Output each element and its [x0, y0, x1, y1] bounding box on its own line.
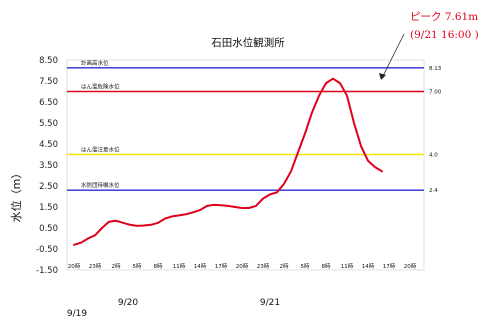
x-tick-0: 20時	[68, 262, 81, 270]
peak-annotation-line1: ピーク 7.61m	[410, 11, 478, 23]
y-tick-5: 3.50	[39, 161, 58, 171]
y-tick-2: 6.50	[39, 98, 58, 108]
x-tick-12: 8時	[322, 262, 331, 270]
x-tick-8: 20時	[236, 262, 249, 270]
x-tick-5: 11時	[173, 262, 186, 270]
x-tick-14: 14時	[362, 262, 375, 270]
peak-annotation-arrowhead	[379, 73, 386, 80]
y-tick-9: -0.50	[36, 245, 58, 255]
x-tick-13: 11時	[341, 262, 354, 270]
x-tick-9: 23時	[257, 262, 270, 270]
y-tick-10: -1.50	[36, 266, 58, 276]
x-tick-7: 17時	[215, 262, 228, 270]
y-axis-label: 水位（m）	[9, 168, 23, 223]
peak-annotation: ピーク 7.61m (9/21 16:00 )	[379, 11, 479, 80]
plot-area-border	[66, 59, 425, 271]
x-tick-labels: 20時 23時 2時 5時 8時 11時 14時 17時 20時 23時 2時 5時 8時 11時 14時 1…	[68, 262, 417, 270]
x-tick-6: 14時	[194, 262, 207, 270]
date-label-0: 9/19	[67, 309, 87, 319]
x-tick-16: 20時	[404, 262, 417, 270]
x-tick-4: 8時	[154, 262, 163, 270]
y-tick-labels: 8.50 7.50 6.50 5.50 4.50 3.50 2.50 1.50 0.50 -0.5…	[36, 56, 58, 276]
y-tick-0: 8.50	[39, 56, 58, 66]
y-tick-8: 0.50	[39, 224, 58, 234]
water-level-line	[73, 77, 383, 246]
x-tick-10: 2時	[280, 262, 289, 270]
chart-title: 石田水位観測所	[211, 36, 285, 49]
peak-annotation-arrow	[382, 33, 405, 77]
level-value-1: 7.00	[429, 90, 442, 96]
x-tick-2: 2時	[112, 262, 121, 270]
y-tick-3: 5.50	[39, 119, 58, 129]
level-value-2: 4.0	[429, 153, 438, 159]
y-tick-6: 2.50	[39, 182, 58, 192]
reference-levels: 計画高水位 8.13 はん濫危険水位 7.00 はん濫注意水位 4.0 水防団待機水位 2.4	[67, 59, 442, 194]
level-value-3: 2.4	[429, 188, 438, 194]
level-label-1: はん濫危険水位	[81, 83, 120, 91]
y-tick-4: 4.50	[39, 140, 58, 150]
level-label-2: はん濫注意水位	[81, 146, 120, 154]
x-tick-3: 5時	[133, 262, 142, 270]
level-label-3: 水防団待機水位	[81, 181, 120, 189]
level-value-0: 8.13	[429, 66, 442, 72]
y-tick-1: 7.50	[39, 77, 58, 87]
peak-annotation-line2: (9/21 16:00 )	[410, 29, 479, 41]
x-tick-11: 5時	[301, 262, 310, 270]
x-tick-15: 17時	[383, 262, 396, 270]
date-label-2: 9/21	[260, 298, 280, 308]
level-label-0: 計画高水位	[81, 59, 109, 67]
x-tick-1: 23時	[89, 262, 102, 270]
date-labels: 9/19 9/20 9/21	[67, 298, 280, 319]
date-label-1: 9/20	[118, 298, 138, 308]
y-tick-7: 1.50	[39, 203, 58, 213]
